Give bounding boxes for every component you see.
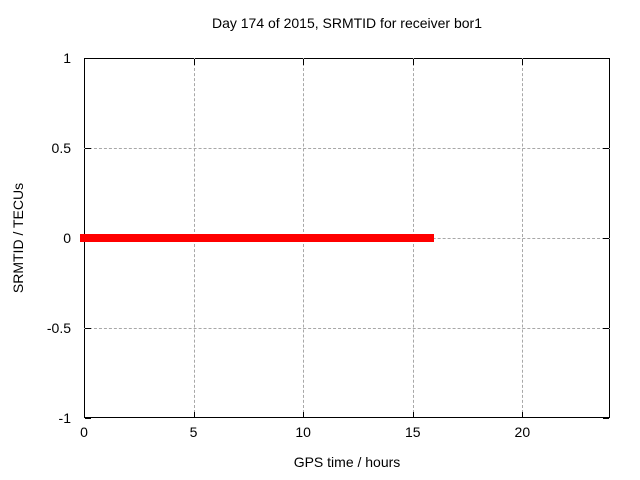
y-tick-label: 0.5 [51, 140, 71, 156]
grid-line-y [84, 328, 610, 329]
tick-mark-bottom [303, 412, 305, 418]
tick-mark-left [85, 328, 91, 329]
tick-mark-right [603, 238, 609, 239]
y-tick-label: 1 [63, 50, 71, 66]
y-tick-label: 0 [63, 230, 71, 246]
tick-mark-top [193, 59, 195, 65]
tick-mark-bottom [193, 412, 195, 418]
x-tick-label: 0 [80, 424, 88, 440]
tick-mark-left [85, 148, 91, 149]
tick-mark-right [603, 148, 609, 149]
x-tick-label: 20 [514, 424, 531, 440]
tick-mark-top [412, 59, 414, 65]
tick-mark-bottom [522, 412, 524, 418]
tick-mark-left [85, 58, 91, 59]
tick-mark-left [85, 418, 91, 419]
tick-mark-top [84, 59, 85, 65]
y-tick-label: -0.5 [46, 320, 71, 336]
grid-line-y [84, 148, 610, 149]
data-line-srmtid [80, 234, 435, 242]
chart-title: Day 174 of 2015, SRMTID for receiver bor… [211, 15, 482, 31]
tick-mark-bottom [412, 412, 414, 418]
x-tick-label: 15 [404, 424, 421, 440]
x-tick-label: 5 [189, 424, 198, 440]
tick-mark-right [603, 328, 609, 329]
tick-mark-top [522, 59, 524, 65]
tick-mark-right [603, 58, 609, 59]
tick-mark-top [303, 59, 305, 65]
tick-mark-right [603, 418, 609, 419]
x-axis-label: GPS time / hours [293, 454, 401, 470]
x-tick-label: 10 [295, 424, 311, 440]
tick-mark-bottom [84, 412, 85, 418]
y-tick-label: -1 [58, 410, 71, 426]
